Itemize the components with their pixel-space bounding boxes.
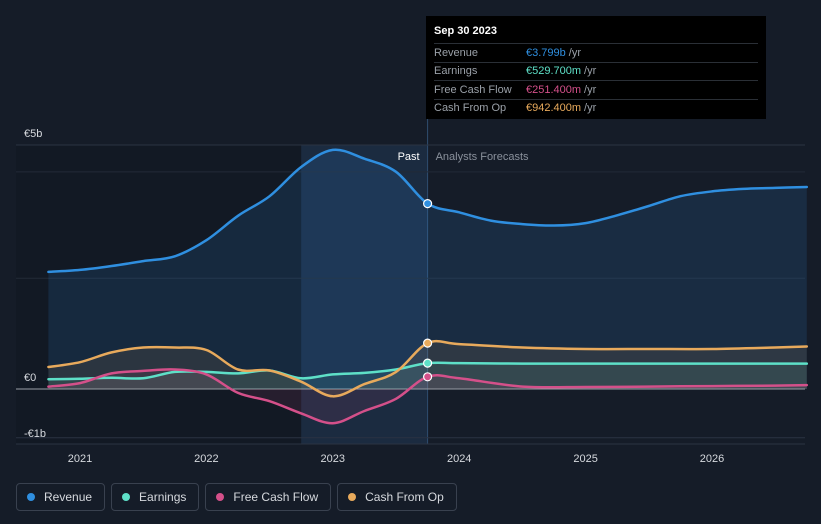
tooltip-value: €3.799b	[526, 46, 566, 59]
tooltip-unit: /yr	[584, 83, 597, 96]
x-tick-label: 2023	[321, 453, 345, 465]
current-point-fcf	[423, 372, 433, 382]
series-line-earnings	[47, 361, 809, 381]
tooltip-label: Free Cash Flow	[434, 83, 512, 96]
current-point-revenue	[423, 199, 433, 209]
legend-label: Revenue	[44, 490, 93, 504]
y-tick-label: €5b	[24, 128, 42, 140]
tooltip-unit: /yr	[584, 65, 597, 78]
tooltip-value: €251.400m	[526, 83, 582, 96]
tooltip-row-fcf: Free Cash Flow €251.400m /yr	[434, 80, 758, 99]
y-tick-label: €0	[24, 372, 36, 384]
current-point-earnings	[423, 358, 433, 368]
x-tick-label: 2021	[68, 453, 92, 465]
tooltip-label: Earnings	[434, 65, 478, 78]
tooltip-unit: /yr	[584, 102, 597, 115]
series-area-cfo	[48, 341, 807, 397]
chart-legend: Revenue Earnings Free Cash Flow Cash Fro…	[16, 483, 457, 511]
series-line-fcf	[47, 368, 809, 425]
tooltip-row-earnings: Earnings €529.700m /yr	[434, 61, 758, 81]
legend-dot-icon	[216, 493, 225, 501]
tooltip-label: Revenue	[434, 46, 479, 59]
tooltip-panel: Sep 30 2023 Revenue €3.799b /yr Earnings…	[426, 16, 766, 119]
legend-label: Cash From Op	[365, 490, 444, 504]
series-area-revenue	[48, 149, 807, 389]
legend-item-free-cash-flow[interactable]: Free Cash Flow	[205, 483, 332, 511]
legend-dot-icon	[348, 493, 357, 501]
legend-label: Earnings	[139, 490, 187, 504]
x-tick-label: 2025	[573, 453, 597, 465]
tooltip-row-cfo: Cash From Op €942.400m /yr	[434, 98, 758, 118]
x-tick-label: 2022	[194, 453, 218, 465]
legend-label: Free Cash Flow	[233, 490, 319, 504]
legend-dot-icon	[27, 493, 35, 501]
x-tick-label: 2026	[700, 453, 724, 465]
legend-item-cash-from-op[interactable]: Cash From Op	[337, 483, 457, 511]
legend-item-revenue[interactable]: Revenue	[16, 483, 106, 511]
legend-item-earnings[interactable]: Earnings	[111, 483, 200, 511]
y-tick-label: -€1b	[24, 428, 46, 440]
legend-dot-icon	[122, 493, 131, 501]
past-label: Past	[398, 151, 420, 163]
tooltip-label: Cash From Op	[434, 102, 507, 115]
current-point-cfo	[423, 338, 433, 348]
series-line-cfo	[47, 339, 809, 398]
forecast-label: Analysts Forecasts	[436, 151, 529, 163]
tooltip-value: €529.700m	[526, 65, 582, 78]
x-tick-label: 2024	[447, 453, 471, 465]
tooltip-unit: /yr	[568, 46, 581, 59]
tooltip-date: Sep 30 2023	[434, 25, 497, 37]
tooltip-row-revenue: Revenue €3.799b /yr	[434, 43, 758, 62]
tooltip-value: €942.400m	[526, 102, 582, 115]
